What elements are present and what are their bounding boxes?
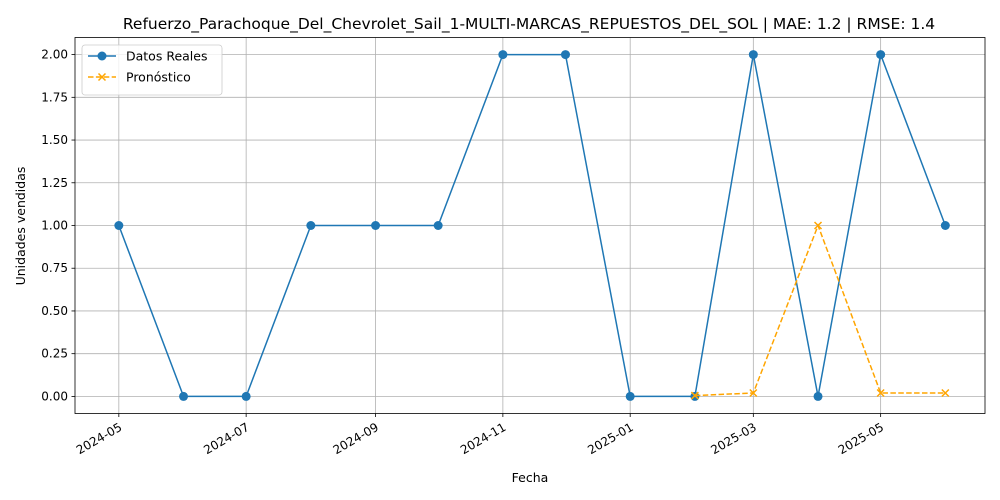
data-point [876,388,885,398]
data-point [97,51,107,61]
x-tick-label: 2024-11 [458,420,508,457]
y-tick-label: 1.50 [41,133,68,147]
x-tick-label: 2024-05 [74,420,124,457]
legend-item: Pronóstico [88,70,191,85]
y-tick-label: 0.75 [41,261,68,275]
data-point [498,50,508,60]
data-point [114,221,124,230]
series-pron-stico [690,221,950,400]
x-tick-label: 2024-07 [201,420,251,457]
series-line [694,223,946,397]
data-point [241,391,251,401]
y-tick-label: 2.00 [41,48,68,62]
y-tick-label: 1.75 [41,90,68,104]
chart-title: Refuerzo_Parachoque_Del_Chevrolet_Sail_1… [123,15,935,34]
legend-box [81,44,223,96]
legend-label: Datos Reales [126,49,207,64]
data-point [876,50,886,60]
data-point [749,388,758,398]
y-tick-label: 0.50 [41,304,68,318]
data-point [433,221,443,230]
legend: Datos Reales Pronóstico [81,44,223,96]
x-tick-label: 2025-01 [585,420,635,457]
data-point [748,50,758,60]
data-point [813,221,823,230]
data-point [306,221,316,230]
data-point [371,221,381,230]
x-tick-label: 2025-05 [836,420,886,457]
data-point [940,221,950,230]
series-line [118,51,947,398]
x-axis-label: Fecha [512,470,549,485]
legend-item: Datos Reales [88,49,207,64]
series-layer [114,50,950,401]
data-point [179,391,189,401]
y-tick-label: 1.25 [41,176,68,190]
y-tick-label: 1.00 [41,219,68,233]
data-point [941,388,950,398]
data-point [813,391,823,401]
data-point [97,72,107,82]
y-tick-label: 0.25 [41,347,68,361]
data-point [625,391,635,401]
legend-label: Pronóstico [126,70,191,85]
y-tick-label: 0.00 [41,389,68,403]
y-axis: 0.00 0.25 0.50 0.75 1.00 1.25 1.50 1.75 2.00 [41,48,75,403]
x-axis: 2024-05 2024-07 2024-09 2024-11 2025-01 2025-… [74,413,886,457]
x-tick-label: 2024-09 [331,420,381,457]
series-datos-reales [114,50,950,401]
data-point [690,391,699,400]
data-point [560,50,570,60]
y-axis-label: Unidades vendidas [13,167,28,286]
x-tick-label: 2025-03 [708,420,758,457]
